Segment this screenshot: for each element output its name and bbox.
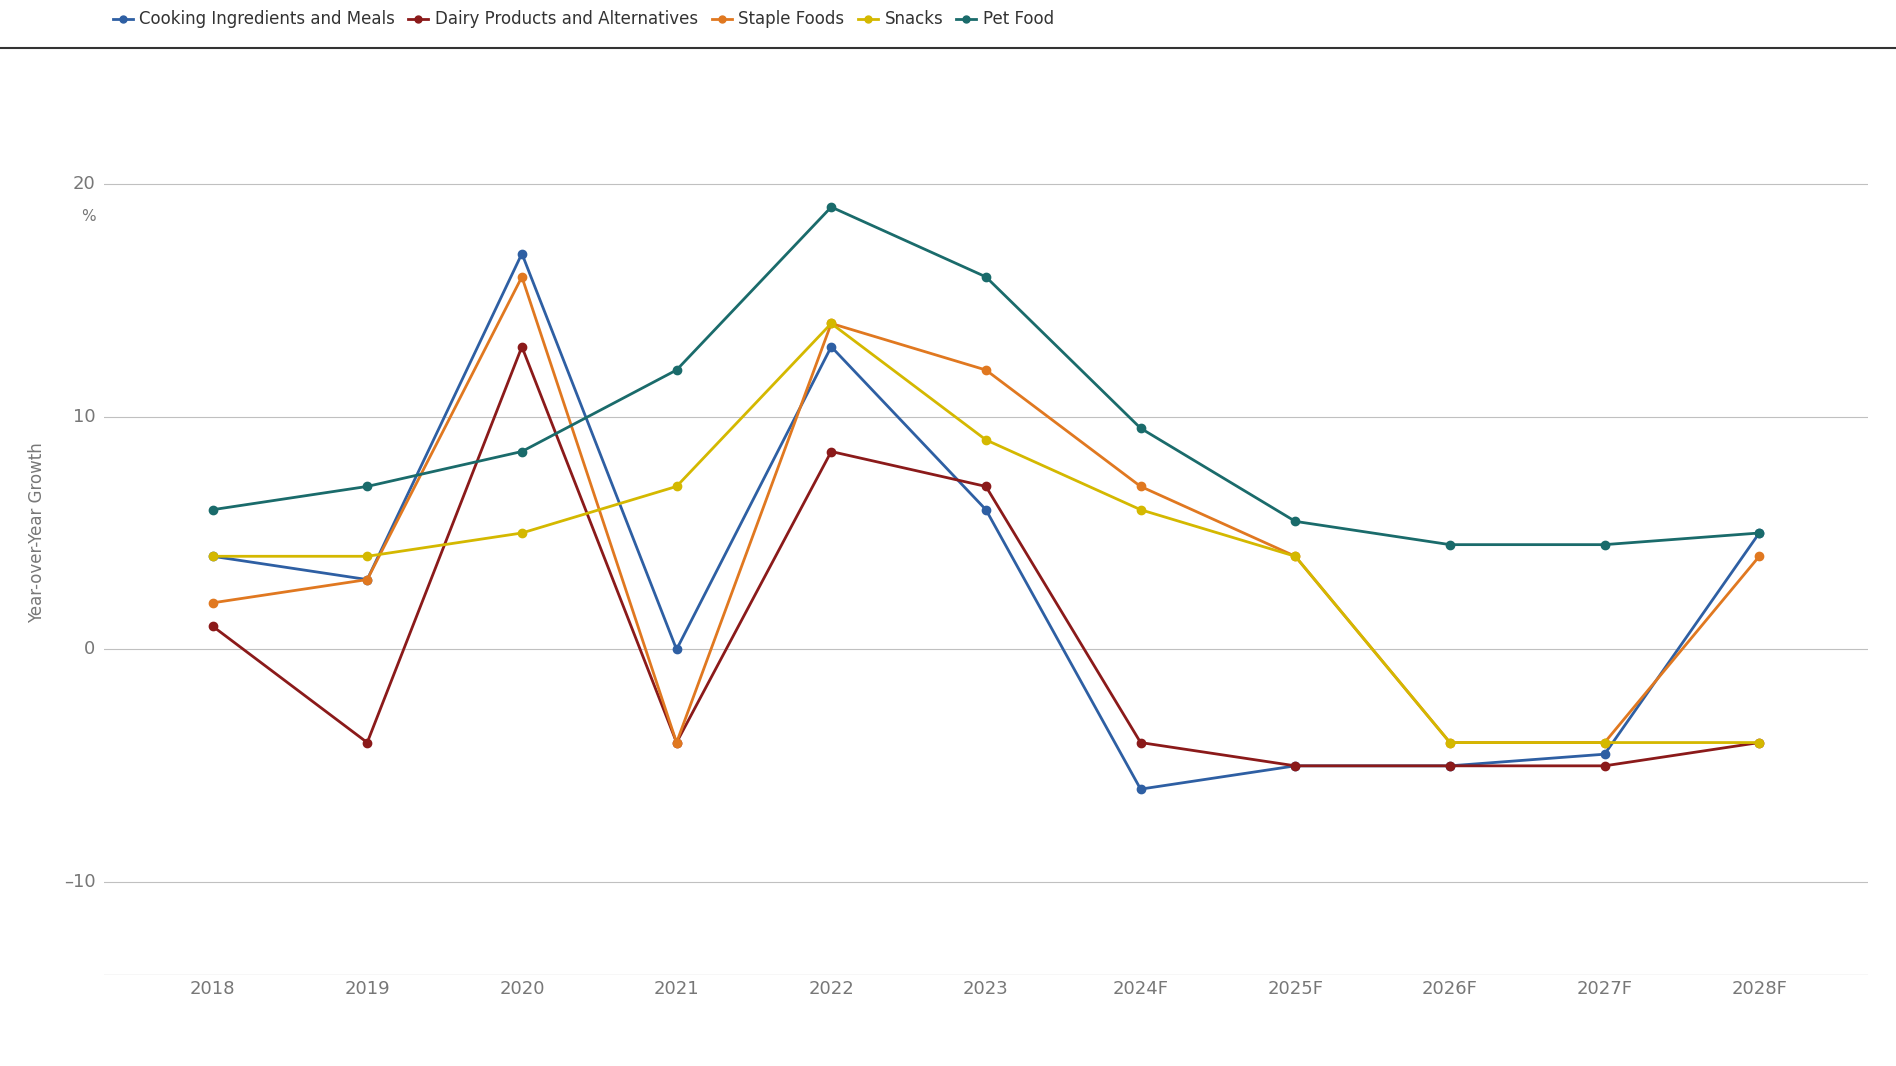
Snacks [1130, 503, 1153, 516]
Text: –10: –10 [64, 873, 95, 891]
Text: 20: 20 [72, 175, 95, 193]
Dairy Products and Alternatives [356, 737, 379, 749]
Line: Snacks: Snacks [209, 320, 1763, 746]
Staple Foods [1439, 737, 1462, 749]
Line: Pet Food: Pet Food [209, 203, 1763, 549]
Cooking Ingredients and Meals [665, 643, 688, 656]
Snacks [665, 480, 688, 492]
Snacks [201, 550, 224, 563]
Staple Foods [201, 597, 224, 610]
Line: Staple Foods: Staple Foods [209, 273, 1763, 746]
Dairy Products and Alternatives [510, 340, 533, 353]
Cooking Ingredients and Meals [510, 247, 533, 260]
Line: Cooking Ingredients and Meals: Cooking Ingredients and Meals [209, 249, 1763, 793]
Staple Foods [1748, 550, 1771, 563]
Cooking Ingredients and Meals [1593, 748, 1615, 761]
Snacks [1748, 737, 1771, 749]
Pet Food [1130, 422, 1153, 435]
Pet Food [1748, 527, 1771, 539]
Pet Food [1439, 538, 1462, 551]
Cooking Ingredients and Meals [201, 550, 224, 563]
Pet Food [356, 480, 379, 492]
Text: Year-over-Year Growth: Year-over-Year Growth [28, 442, 46, 624]
Snacks [510, 527, 533, 539]
Dairy Products and Alternatives [975, 480, 997, 492]
Pet Food [975, 271, 997, 284]
Text: 0: 0 [83, 641, 95, 659]
Pet Food [510, 446, 533, 458]
Cooking Ingredients and Meals [1439, 759, 1462, 772]
Text: 10: 10 [72, 407, 95, 425]
Pet Food [665, 364, 688, 376]
Dairy Products and Alternatives [1439, 759, 1462, 772]
Cooking Ingredients and Meals [356, 574, 379, 586]
Cooking Ingredients and Meals [1284, 759, 1306, 772]
Staple Foods [1593, 737, 1615, 749]
Snacks [1439, 737, 1462, 749]
Legend: Cooking Ingredients and Meals, Dairy Products and Alternatives, Staple Foods, Sn: Cooking Ingredients and Meals, Dairy Pro… [112, 11, 1054, 29]
Snacks [356, 550, 379, 563]
Line: Dairy Products and Alternatives: Dairy Products and Alternatives [209, 342, 1763, 770]
Text: %: % [82, 209, 95, 224]
Staple Foods [1130, 480, 1153, 492]
Pet Food [201, 503, 224, 516]
Dairy Products and Alternatives [1130, 737, 1153, 749]
Dairy Products and Alternatives [1748, 737, 1771, 749]
Dairy Products and Alternatives [201, 619, 224, 632]
Staple Foods [1284, 550, 1306, 563]
Staple Foods [665, 737, 688, 749]
Snacks [1284, 550, 1306, 563]
Staple Foods [975, 364, 997, 376]
Pet Food [1593, 538, 1615, 551]
Cooking Ingredients and Meals [1748, 527, 1771, 539]
Dairy Products and Alternatives [1284, 759, 1306, 772]
Dairy Products and Alternatives [1593, 759, 1615, 772]
Snacks [819, 317, 842, 329]
Cooking Ingredients and Meals [819, 340, 842, 353]
Pet Food [1284, 515, 1306, 528]
Cooking Ingredients and Meals [1130, 782, 1153, 795]
Cooking Ingredients and Meals [975, 503, 997, 516]
Staple Foods [356, 574, 379, 586]
Staple Foods [510, 271, 533, 284]
Dairy Products and Alternatives [665, 737, 688, 749]
Dairy Products and Alternatives [819, 446, 842, 458]
Snacks [975, 434, 997, 447]
Pet Food [819, 200, 842, 213]
Staple Foods [819, 317, 842, 329]
Snacks [1593, 737, 1615, 749]
